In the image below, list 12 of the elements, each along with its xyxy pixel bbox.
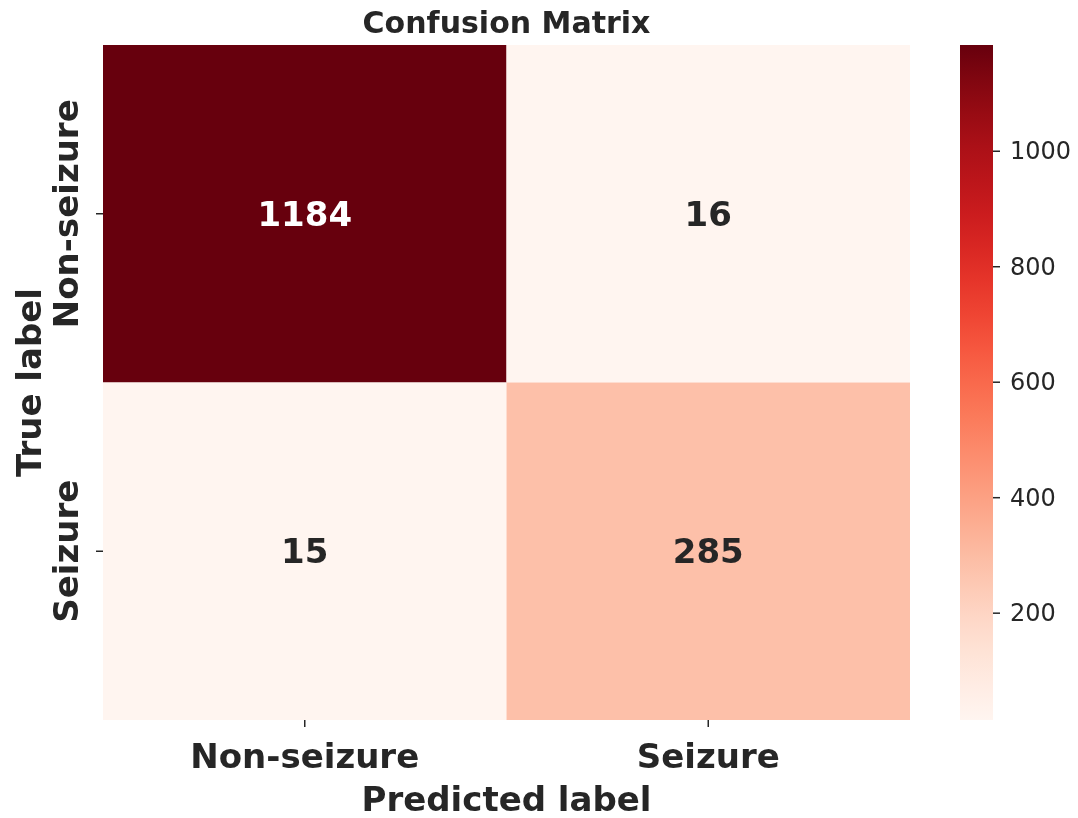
color-bar-label: 800: [1010, 252, 1056, 281]
data-label: 16: [684, 193, 732, 234]
data-label: 1184: [257, 193, 353, 234]
x-axis-title: Predicted label: [361, 779, 652, 818]
color-bar-label: 400: [1010, 483, 1056, 512]
color-bar-label: 1000: [1010, 137, 1072, 166]
data-label: 15: [281, 531, 329, 572]
color-bar-label: 600: [1010, 368, 1056, 397]
color-bar-label: 200: [1010, 599, 1056, 628]
y-axis-title: True label: [9, 288, 49, 477]
chart-title: Confusion Matrix: [362, 5, 651, 40]
data-label: 285: [672, 531, 744, 572]
